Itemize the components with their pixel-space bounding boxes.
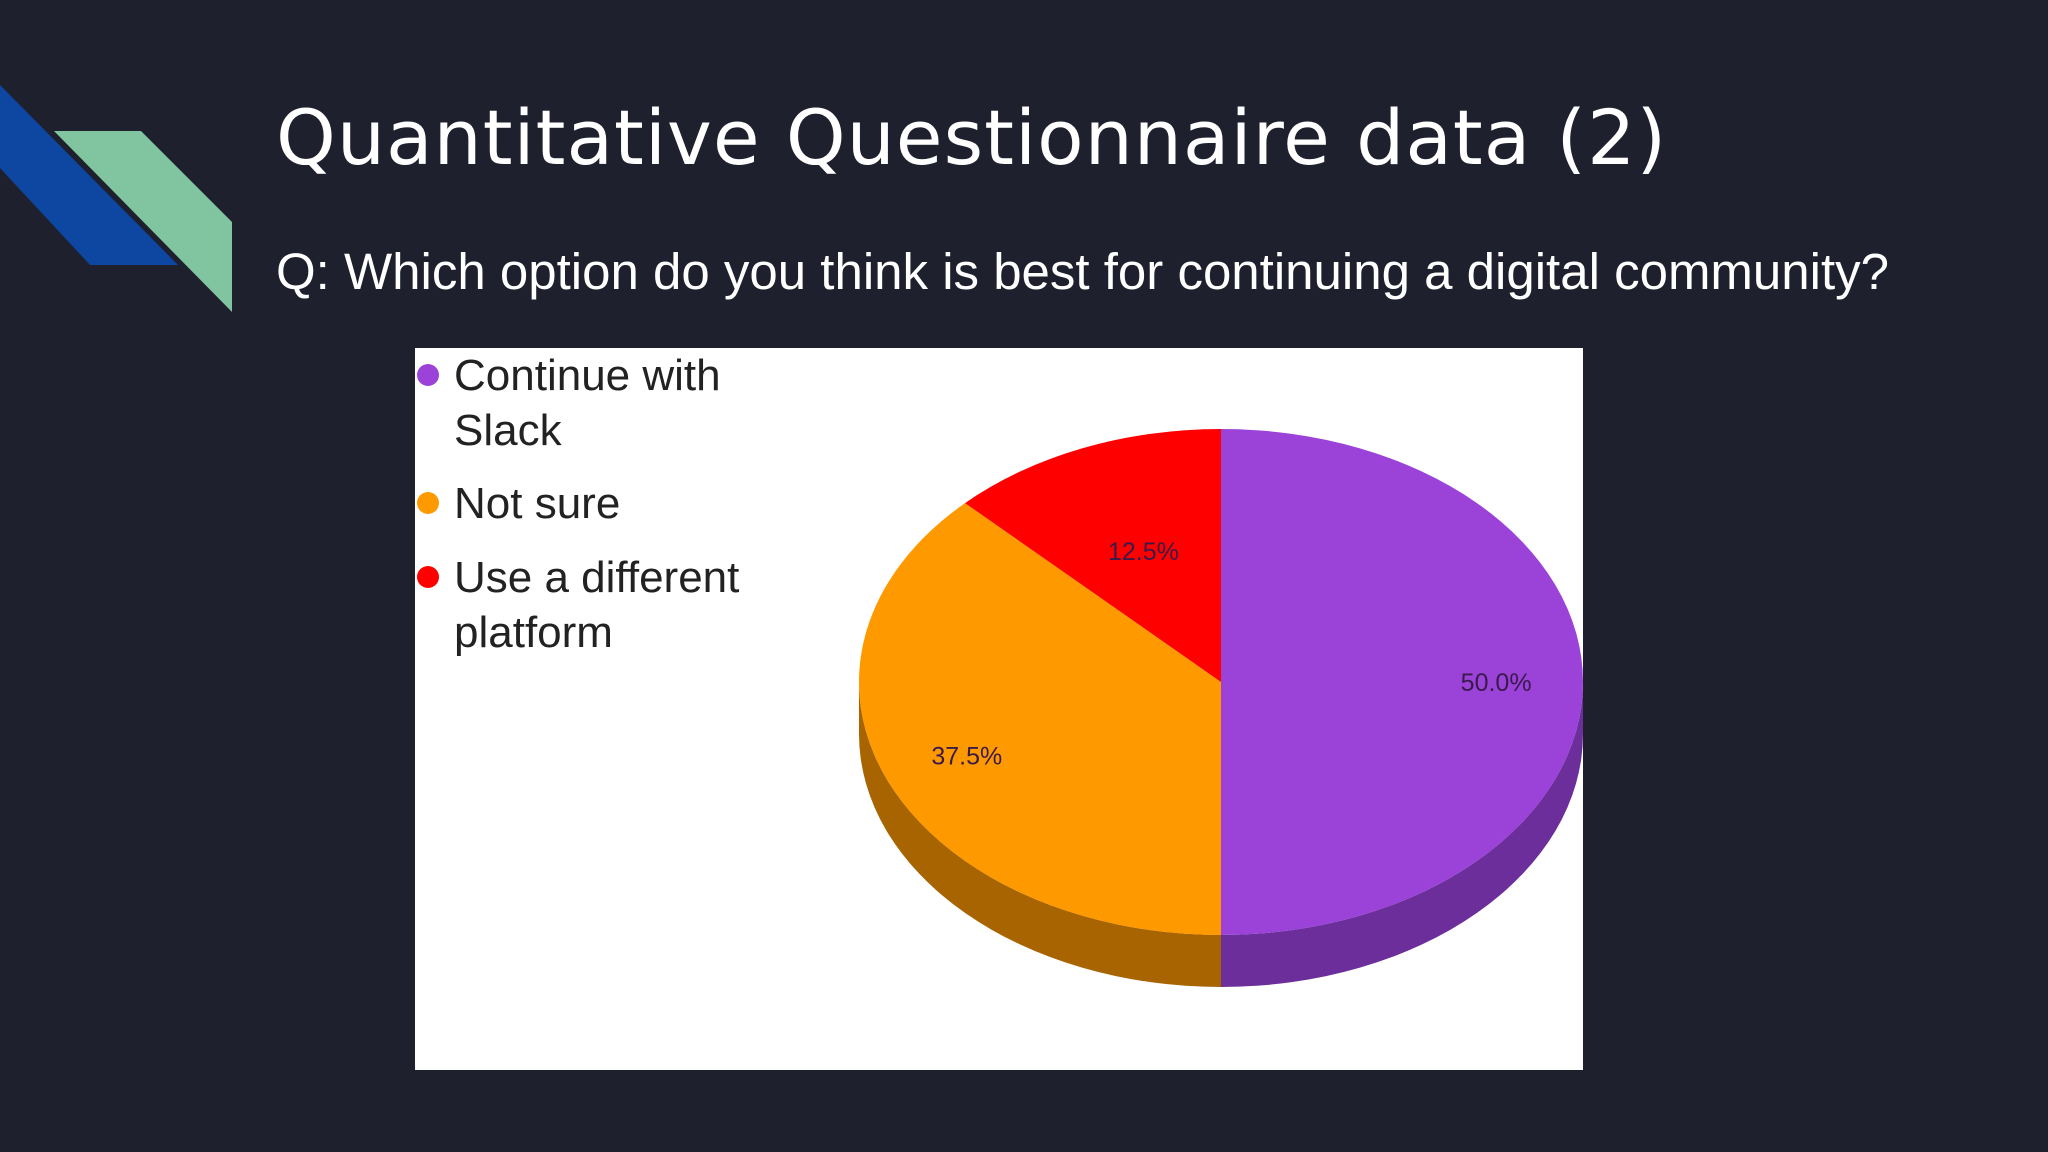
blue-stripe <box>0 85 178 265</box>
pie-slice-1 <box>859 503 1221 935</box>
slide-title: Quantitative Questionnaire data (2) <box>276 93 1668 182</box>
legend-label: Not sure <box>454 479 621 528</box>
decorative-stripes <box>0 85 232 312</box>
slide-question: Q: Which option do you think is best for… <box>276 243 1889 300</box>
legend-dot-icon <box>417 492 439 514</box>
pie-side-0 <box>1221 682 1583 987</box>
legend-label: Use a different platform <box>454 553 740 657</box>
pie-slice-label-1: 37.5% <box>931 743 1002 771</box>
pie-canvas: 50.0% 37.5% 12.5% <box>859 429 1583 987</box>
pie-slice-label-0: 50.0% <box>1461 669 1532 697</box>
pie-slice-0 <box>1221 429 1583 935</box>
pie-chart: Continue with Slack Not sure Use a diffe… <box>415 348 1583 1070</box>
pie-sides <box>859 682 1583 987</box>
pie-slice-label-2: 12.5% <box>1108 538 1179 566</box>
pie-slice-2 <box>965 429 1221 682</box>
pie-side-1 <box>859 682 1221 987</box>
legend-label: Continue with Slack <box>454 351 721 455</box>
green-stripe <box>54 131 232 312</box>
legend-dot-icon <box>417 566 439 588</box>
legend-dot-icon <box>417 364 439 386</box>
